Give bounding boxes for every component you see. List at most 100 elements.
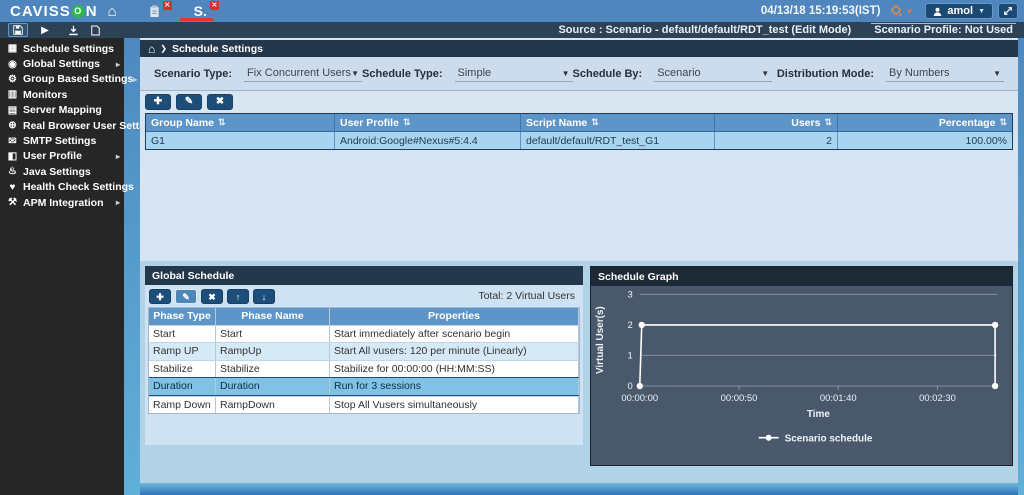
sidebar-item-real-browser-user-settings[interactable]: ⊕ Real Browser User Settings bbox=[0, 118, 160, 133]
gear-icon: ⚙ bbox=[8, 73, 17, 85]
coffee-icon: ♨ bbox=[8, 166, 17, 178]
column-header-percentage[interactable]: Percentage ⇅ bbox=[838, 114, 1012, 131]
user-menu-button[interactable]: amol ▼ bbox=[925, 3, 993, 19]
sidebar-item-server-mapping[interactable]: ▤ Server Mapping bbox=[0, 103, 124, 118]
schedule-graph-title: Schedule Graph bbox=[591, 267, 1012, 286]
global-schedule-title: Global Schedule bbox=[145, 266, 583, 285]
distribution-mode-filter: Distribution Mode: By Numbers ▼ bbox=[777, 65, 1004, 82]
sort-icon: ⇅ bbox=[999, 117, 1007, 127]
global-schedule-panel: Global Schedule ✚ ✎ ✖ ↑ ↓ Total: 2 Virtu… bbox=[145, 266, 583, 445]
phase-row-start[interactable]: Start Start Start immediately after scen… bbox=[149, 324, 579, 342]
header-label: Script Name bbox=[526, 116, 588, 129]
edit-group-button[interactable]: ✎ bbox=[176, 94, 202, 110]
sidebar-item-smtp-settings[interactable]: ✉ SMTP Settings bbox=[0, 133, 124, 148]
column-header-properties: Properties bbox=[330, 308, 579, 325]
fullscreen-button[interactable] bbox=[998, 3, 1018, 19]
column-header-phase-name: Phase Name bbox=[216, 308, 330, 325]
column-header-users[interactable]: Users ⇅ bbox=[715, 114, 838, 131]
move-down-button[interactable]: ↓ bbox=[253, 288, 275, 304]
sidebar-item-label: Health Check Settings bbox=[23, 181, 134, 194]
sidebar-item-label: Group Based Settings bbox=[23, 73, 134, 86]
chevron-down-icon: ▼ bbox=[905, 6, 914, 16]
phase-properties-cell: Run for 3 sessions bbox=[330, 378, 579, 395]
phase-name-cell: RampDown bbox=[216, 396, 330, 413]
sidebar-item-health-check-settings[interactable]: ♥ Health Check Settings bbox=[0, 180, 134, 195]
delete-group-button[interactable]: ✖ bbox=[207, 94, 233, 110]
phase-row-stabilize[interactable]: Stabilize Stabilize Stabilize for 00:00:… bbox=[149, 359, 579, 377]
sidebar-item-java-settings[interactable]: ♨ Java Settings bbox=[0, 164, 124, 179]
svg-text:3: 3 bbox=[628, 289, 633, 300]
edit-phase-button[interactable]: ✎ bbox=[175, 288, 197, 304]
sidebar-item-monitors[interactable]: ▥ Monitors bbox=[0, 87, 124, 102]
download-button[interactable] bbox=[62, 25, 84, 36]
sidebar-item-user-profile[interactable]: ◧ User Profile ▸ bbox=[0, 149, 124, 164]
phase-type-cell: Ramp Down bbox=[149, 396, 216, 413]
phase-name-cell: Start bbox=[216, 325, 330, 342]
user-icon bbox=[934, 7, 942, 16]
sidebar-item-group-based-settings[interactable]: ⚙ Group Based Settings ▸ bbox=[0, 72, 137, 87]
svg-text:Scenario schedule: Scenario schedule bbox=[785, 434, 873, 445]
home-icon[interactable]: ⌂ bbox=[107, 2, 117, 20]
phase-row-ramp-up[interactable]: Ramp UP RampUp Start All vusers: 120 per… bbox=[149, 342, 579, 360]
sidebar-item-label: Global Settings bbox=[23, 58, 101, 71]
svg-text:00:02:30: 00:02:30 bbox=[919, 393, 956, 404]
global-schedule-body: ✚ ✎ ✖ ↑ ↓ Total: 2 Virtual Users Phase T… bbox=[145, 285, 583, 445]
sidebar-item-label: Java Settings bbox=[23, 165, 91, 178]
page-title: Schedule Settings bbox=[171, 42, 263, 55]
submenu-arrow-icon: ▸ bbox=[115, 151, 120, 161]
logo-text: CAVISS bbox=[10, 2, 71, 20]
schedule-by-select[interactable]: Scenario ▼ bbox=[654, 65, 773, 82]
close-tab-icon[interactable]: ✕ bbox=[162, 1, 172, 10]
group-toolbar: ✚ ✎ ✖ bbox=[140, 91, 1018, 113]
phase-row-duration-selected[interactable]: Duration Duration Run for 3 sessions bbox=[149, 377, 579, 396]
distribution-mode-label: Distribution Mode: bbox=[776, 67, 874, 80]
group-table-row[interactable]: G1 Android:Google#Nexus#5:4.4 default/de… bbox=[146, 131, 1012, 149]
save-button[interactable] bbox=[8, 23, 28, 37]
bottom-panels: Global Schedule ✚ ✎ ✖ ↑ ↓ Total: 2 Virtu… bbox=[140, 261, 1018, 483]
sidebar-item-global-settings[interactable]: ◉ Global Settings ▸ bbox=[0, 56, 124, 71]
close-tab-icon[interactable]: ✕ bbox=[209, 1, 219, 10]
sidebar-item-apm-integration[interactable]: ⚒ APM Integration ▸ bbox=[0, 195, 124, 210]
distribution-mode-select[interactable]: By Numbers ▼ bbox=[886, 65, 1004, 82]
tab-scenario-active[interactable]: S. ✕ bbox=[179, 0, 219, 22]
sort-icon: ⇅ bbox=[218, 117, 226, 127]
theme-selector[interactable]: ▼ bbox=[890, 4, 914, 18]
total-virtual-users-label: Total: 2 Virtual Users bbox=[478, 290, 575, 302]
add-group-button[interactable]: ✚ bbox=[145, 94, 171, 110]
command-bar: ▶ Source : Scenario - default/default/RD… bbox=[0, 22, 1024, 38]
phase-row-ramp-down[interactable]: Ramp Down RampDown Stop All Vusers simul… bbox=[149, 395, 579, 413]
phase-properties-cell: Start All vusers: 120 per minute (Linear… bbox=[330, 343, 579, 360]
home-icon[interactable]: ⌂ bbox=[148, 41, 156, 56]
sort-icon: ⇅ bbox=[402, 117, 411, 127]
save-icon bbox=[13, 25, 23, 35]
sidebar-item-label: Real Browser User Settings bbox=[23, 119, 161, 132]
chevron-down-icon: ▼ bbox=[761, 68, 770, 78]
group-table-header: Group Name ⇅ User Profile ⇅ Script Name … bbox=[146, 114, 1012, 131]
column-header-script-name[interactable]: Script Name ⇅ bbox=[521, 114, 715, 131]
monitor-icon: ▥ bbox=[7, 89, 18, 101]
column-header-group-name[interactable]: Group Name ⇅ bbox=[146, 114, 335, 131]
main-area: ▦ Schedule Settings ◉ Global Settings ▸ … bbox=[0, 38, 1024, 495]
phase-properties-cell: Start immediately after scenario begin bbox=[330, 325, 579, 342]
scenario-type-select[interactable]: Fix Concurrent Users ▼ bbox=[244, 65, 363, 82]
phase-properties-cell: Stabilize for 00:00:00 (HH:MM:SS) bbox=[330, 360, 579, 377]
left-gap-strip bbox=[124, 38, 140, 495]
folder-icon: ◧ bbox=[7, 150, 18, 162]
schedule-type-select[interactable]: Simple ▼ bbox=[454, 65, 573, 82]
run-button[interactable]: ▶ bbox=[34, 25, 56, 36]
session-tabs: ✕ S. ✕ bbox=[145, 0, 219, 22]
users-cell: 2 bbox=[715, 132, 838, 149]
sidebar-item-schedule-settings[interactable]: ▦ Schedule Settings bbox=[0, 41, 124, 56]
cavisson-logo: CAVISS O N bbox=[10, 3, 98, 20]
move-up-button[interactable]: ↑ bbox=[227, 288, 249, 304]
scenario-type-filter: Scenario Type: Fix Concurrent Users ▼ bbox=[154, 65, 363, 82]
add-phase-button[interactable]: ✚ bbox=[149, 288, 171, 304]
phase-table: Phase Type Phase Name Properties Start S… bbox=[148, 307, 580, 414]
header-label: Users bbox=[791, 116, 821, 129]
column-header-user-profile[interactable]: User Profile ⇅ bbox=[335, 114, 521, 131]
new-scenario-button[interactable] bbox=[84, 25, 106, 36]
chevron-right-icon: ❯ bbox=[160, 44, 167, 53]
delete-phase-button[interactable]: ✖ bbox=[201, 288, 223, 304]
expand-icon bbox=[1004, 7, 1012, 15]
tab-scenario-list[interactable]: ✕ bbox=[145, 0, 172, 22]
